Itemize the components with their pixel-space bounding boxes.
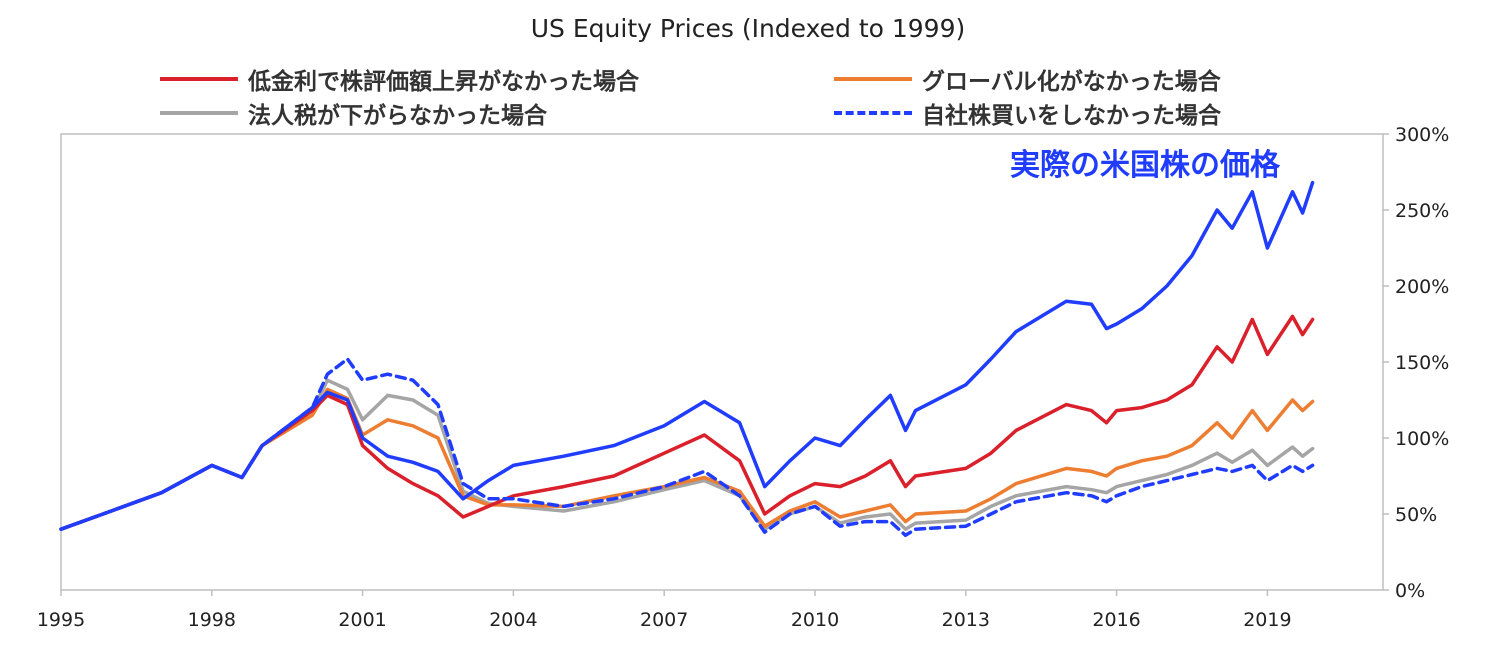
- chart-title: US Equity Prices (Indexed to 1999): [530, 14, 966, 43]
- y-tick-label: 100%: [1395, 428, 1449, 450]
- y-tick-label: 200%: [1395, 276, 1449, 298]
- x-tick-label: 2010: [791, 609, 839, 631]
- legend-swatch: [834, 111, 912, 115]
- series-line-3: [59, 378, 1315, 531]
- actual-price-annotation: 実際の米国株の価格: [1010, 148, 1280, 183]
- legend-label: 低金利で株評価額上昇がなかった場合: [248, 69, 639, 95]
- series-line-2: [59, 387, 1315, 531]
- series-line-1: [59, 314, 1315, 531]
- legend-swatch: [834, 77, 912, 81]
- y-tick-label: 150%: [1395, 352, 1449, 374]
- plot-frame: [60, 133, 1384, 591]
- legend-label: グローバル化がなかった場合: [922, 69, 1221, 95]
- y-tick-label: 50%: [1395, 504, 1437, 526]
- legend-item-corporate-tax: 法人税が下がらなかった場合: [160, 96, 547, 130]
- y-tick-label: 0%: [1395, 580, 1425, 602]
- x-tick-label: 2019: [1243, 609, 1291, 631]
- legend-swatch: [160, 111, 238, 115]
- x-tick-label: 1995: [37, 609, 85, 631]
- x-tick-label: 2004: [489, 609, 537, 631]
- x-tick-label: 2013: [942, 609, 990, 631]
- y-tick-label: 300%: [1395, 124, 1449, 146]
- x-tick-label: 1998: [188, 609, 236, 631]
- legend-label: 自社株買いをしなかった場合: [922, 103, 1221, 129]
- legend-item-low-rates: 低金利で株評価額上昇がなかった場合: [160, 62, 639, 96]
- series-line-4: [59, 357, 1315, 538]
- legend-swatch: [160, 77, 238, 81]
- y-tick-label: 250%: [1395, 200, 1449, 222]
- legend-item-no-buybacks: 自社株買いをしなかった場合: [834, 96, 1221, 130]
- x-tick-label: 2001: [338, 609, 386, 631]
- series-line-0: [59, 180, 1315, 531]
- x-tick-label: 2016: [1092, 609, 1140, 631]
- x-tick-label: 2007: [640, 609, 688, 631]
- legend-label: 法人税が下がらなかった場合: [248, 103, 547, 129]
- legend-item-no-globalization: グローバル化がなかった場合: [834, 62, 1221, 96]
